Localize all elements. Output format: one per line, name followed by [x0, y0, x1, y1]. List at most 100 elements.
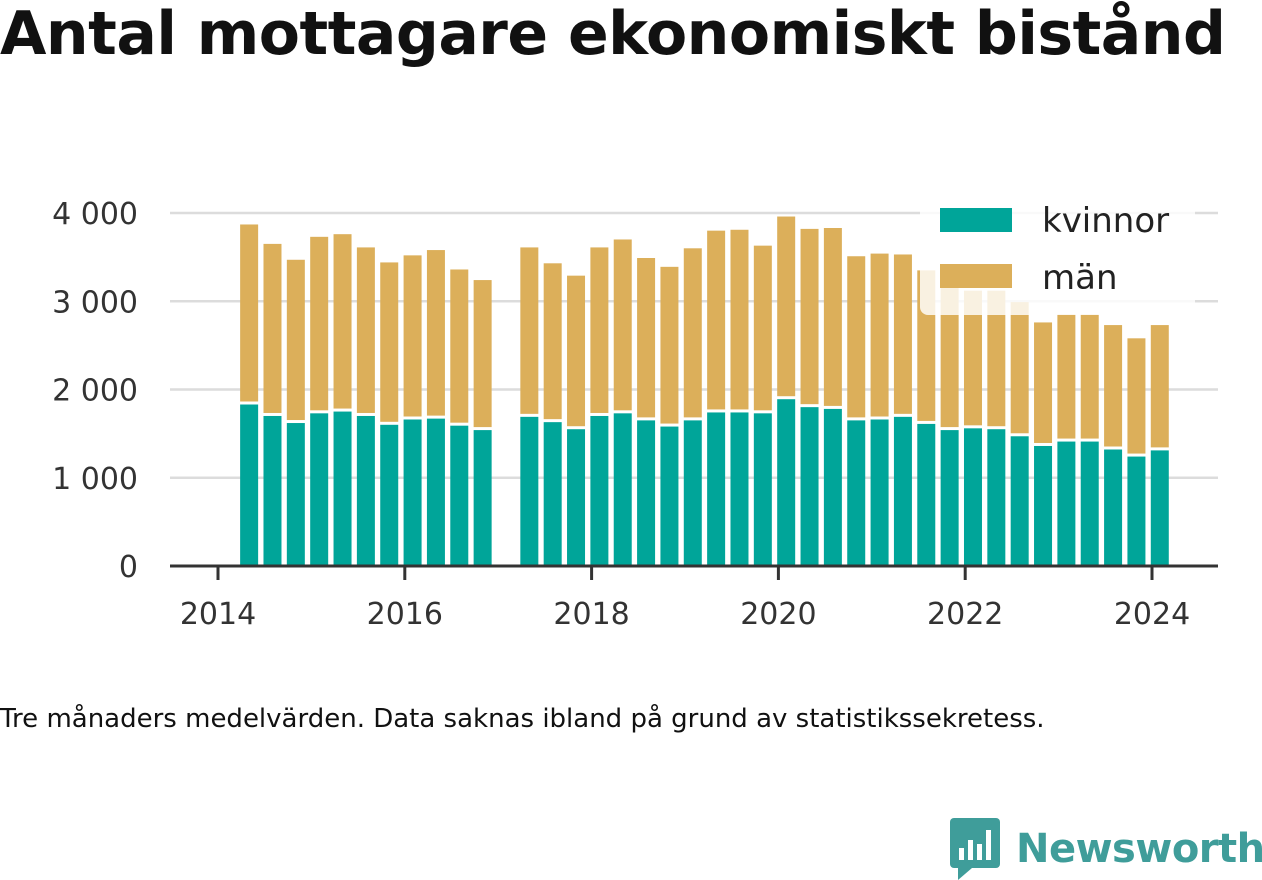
bar-man: [613, 239, 632, 411]
bar-man: [240, 224, 259, 402]
bar-man: [847, 256, 866, 418]
legend-label-kvinnor: kvinnor: [1042, 201, 1169, 241]
bar-kvinnor: [1057, 441, 1076, 566]
bar-kvinnor: [613, 413, 632, 566]
x-tick-label: 2020: [740, 597, 816, 632]
bar-kvinnor: [543, 422, 562, 566]
brand-name: Newsworthy: [1016, 826, 1262, 872]
bar-man: [893, 254, 912, 414]
bar-kvinnor: [963, 428, 982, 566]
x-tick-label: 2022: [927, 597, 1003, 632]
bar-man: [520, 247, 539, 414]
bar-kvinnor: [1034, 445, 1053, 566]
bar-man: [286, 259, 305, 421]
legend-swatch-kvinnor: [940, 208, 1012, 232]
bars: [240, 216, 1169, 566]
x-tick-label: 2016: [367, 597, 443, 632]
bar-man: [543, 263, 562, 420]
bar-man: [590, 247, 609, 413]
bar-kvinnor: [1080, 441, 1099, 566]
bar-kvinnor: [777, 399, 796, 566]
bar-man: [870, 253, 889, 417]
bar-kvinnor: [940, 430, 959, 566]
legend: kvinnor män: [920, 188, 1195, 315]
bar-man: [473, 280, 492, 428]
bar-man: [683, 248, 702, 418]
bar-kvinnor: [660, 426, 679, 566]
bar-man: [380, 262, 399, 422]
bar-kvinnor: [1150, 450, 1169, 566]
x-tick-label: 2014: [180, 597, 256, 632]
y-tick-label: 0: [119, 550, 138, 585]
bar-man: [823, 228, 842, 406]
bar-kvinnor: [707, 412, 726, 566]
bar-man: [940, 288, 959, 428]
bar-man: [1080, 314, 1099, 439]
bar-kvinnor: [1010, 436, 1029, 566]
bar-kvinnor: [800, 407, 819, 566]
bar-man: [1057, 314, 1076, 439]
legend-label-man: män: [1042, 258, 1118, 298]
bar-kvinnor: [870, 419, 889, 566]
bar-kvinnor: [987, 429, 1006, 566]
chart-caption: Tre månaders medelvärden. Data saknas ib…: [0, 704, 1045, 734]
bar-man: [1104, 325, 1123, 447]
bar-man: [800, 228, 819, 405]
bar-man: [403, 255, 422, 417]
bar-kvinnor: [847, 420, 866, 566]
bar-kvinnor: [333, 411, 352, 566]
bar-kvinnor: [637, 420, 656, 566]
bar-chart-icon: [950, 818, 1000, 880]
bar-kvinnor: [450, 425, 469, 566]
bar-kvinnor: [520, 416, 539, 566]
bar-man: [753, 245, 772, 411]
bar-kvinnor: [823, 408, 842, 566]
bar-kvinnor: [380, 424, 399, 566]
bar-man: [707, 230, 726, 410]
bar-man: [356, 247, 375, 413]
bar-kvinnor: [403, 419, 422, 566]
bar-man: [426, 250, 445, 416]
bar-kvinnor: [1127, 456, 1146, 566]
bar-man: [963, 290, 982, 426]
bar-kvinnor: [567, 429, 586, 566]
bar-man: [333, 234, 352, 409]
axes: 0 1 000 2 000 3 000 4 000 2014 2016 2018 2020 202…: [52, 197, 1218, 632]
y-tick-label: 1 000: [52, 462, 138, 497]
bar-kvinnor: [917, 423, 936, 566]
bar-man: [637, 258, 656, 418]
bar-kvinnor: [730, 412, 749, 566]
x-tick-label: 2024: [1114, 597, 1190, 632]
bar-man: [1150, 325, 1169, 448]
bar-kvinnor: [310, 413, 329, 566]
bar-kvinnor: [893, 416, 912, 566]
bar-man: [1127, 338, 1146, 454]
stacked-bar-chart: 0 1 000 2 000 3 000 4 000 2014 2016 2018 2020 202…: [52, 188, 1218, 632]
bar-kvinnor: [473, 430, 492, 566]
x-tick-label: 2018: [553, 597, 629, 632]
bar-kvinnor: [1104, 449, 1123, 566]
bar-man: [660, 266, 679, 424]
bar-kvinnor: [263, 415, 282, 566]
bar-kvinnor: [753, 413, 772, 566]
y-tick-label: 3 000: [52, 285, 138, 320]
chart-title: Antal mottagare ekonomiskt bistånd: [0, 0, 1226, 69]
bar-man: [777, 216, 796, 397]
y-tick-label: 2 000: [52, 374, 138, 409]
bar-kvinnor: [683, 420, 702, 566]
y-tick-label: 4 000: [52, 197, 138, 232]
bar-man: [730, 229, 749, 410]
bar-man: [310, 236, 329, 411]
bar-man: [987, 290, 1006, 427]
bar-man: [567, 275, 586, 427]
bar-kvinnor: [590, 415, 609, 566]
bar-kvinnor: [286, 423, 305, 566]
bar-kvinnor: [356, 415, 375, 566]
legend-swatch-man: [940, 264, 1012, 288]
bar-man: [1010, 302, 1029, 434]
bar-kvinnor: [240, 404, 259, 566]
bar-man: [450, 269, 469, 423]
brand-logo: Newsworthy: [950, 818, 1262, 880]
bar-man: [1034, 322, 1053, 443]
bar-man: [263, 243, 282, 413]
